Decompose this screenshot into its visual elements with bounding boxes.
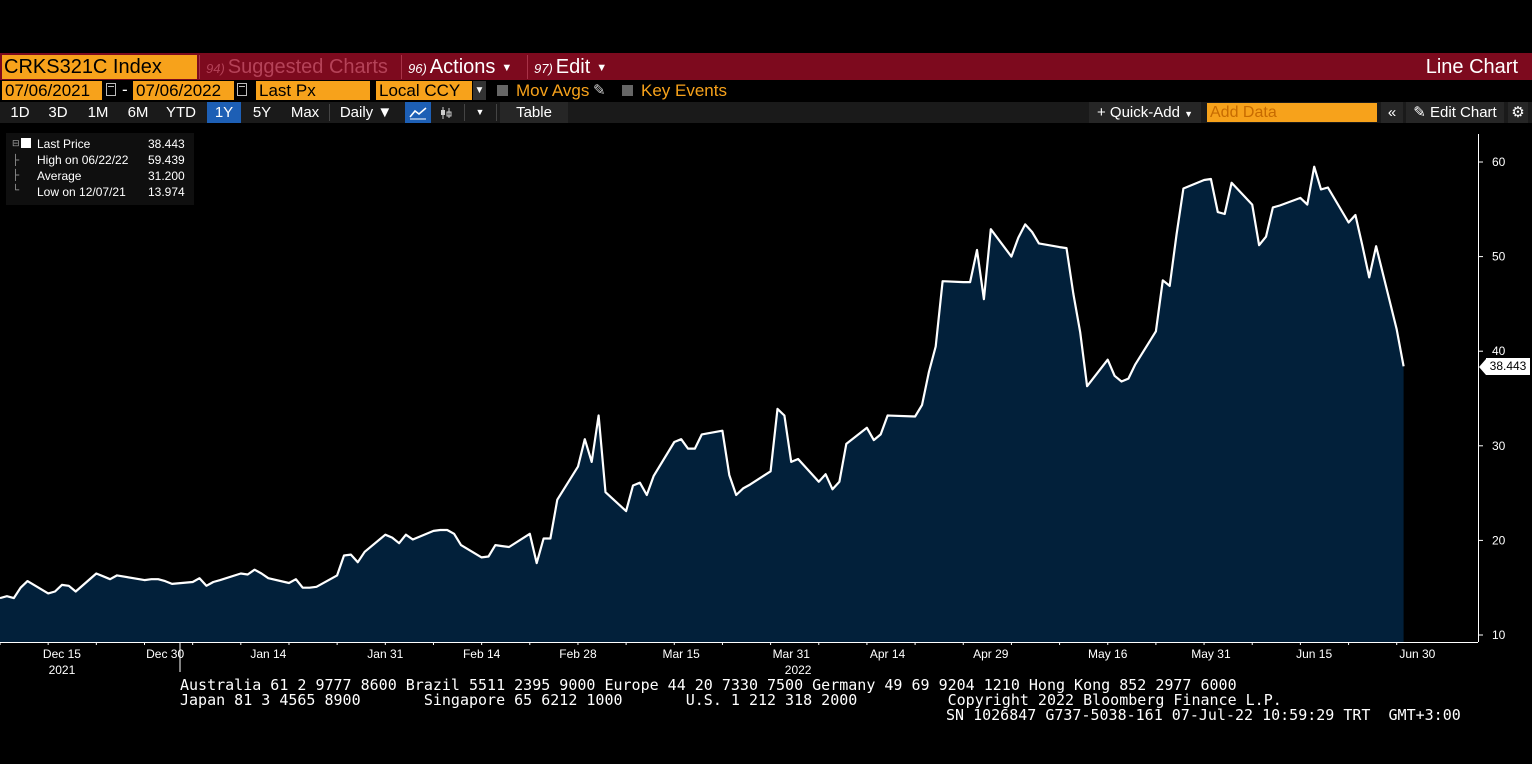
year-label: 2022	[785, 663, 812, 677]
quick-add-button[interactable]: + Quick-Add ▼	[1089, 102, 1201, 123]
price-chart[interactable]: 10 20 30 40 50 60 Dec 15 Dec 30 Jan 14 Jan 31 Feb …	[0, 124, 1532, 684]
key-events-checkbox[interactable]	[622, 85, 633, 96]
y-tick-label: 10	[1492, 628, 1506, 642]
x-tick-label: Apr 29	[973, 647, 1009, 661]
legend-markers: ├ ├ └	[12, 155, 20, 196]
range-1m-button[interactable]: 1M	[87, 104, 109, 121]
x-tick-label: Feb 14	[463, 647, 501, 661]
field-select[interactable]: Last Px	[256, 81, 370, 100]
collapse-legend-icon[interactable]: ⊟	[12, 138, 20, 148]
footer-contacts-1: Australia 61 2 9777 8600 Brazil 5511 239…	[180, 676, 1237, 694]
caret-down-icon: ▼	[377, 104, 393, 121]
range-3d-button[interactable]: 3D	[48, 104, 68, 121]
y-tick-label: 60	[1492, 155, 1506, 169]
collapse-icon[interactable]: «	[1381, 102, 1403, 123]
actions-menu[interactable]: 96) Actions ▼	[401, 55, 524, 79]
legend-value-high: 59.439	[148, 153, 185, 167]
x-tick-label: Jan 31	[367, 647, 403, 661]
series-swatch	[21, 138, 31, 148]
currency-select[interactable]: Local CCY	[376, 81, 472, 100]
area-fill	[0, 166, 1404, 642]
function-bar	[0, 53, 1532, 80]
x-tick-label: May 31	[1191, 647, 1231, 661]
end-date-field[interactable]: 07/06/2022	[133, 81, 234, 100]
divider	[464, 104, 465, 121]
legend-label-average: Average	[37, 169, 82, 183]
quick-add-label: + Quick-Add	[1096, 104, 1180, 121]
legend-value-average: 31.200	[148, 169, 185, 183]
periodicity-label: Daily	[339, 104, 374, 121]
gear-icon[interactable]: ⚙	[1508, 102, 1528, 123]
x-tick-label: Jun 15	[1296, 647, 1332, 661]
periodicity-select[interactable]: Daily ▼	[331, 102, 401, 123]
table-button[interactable]: Table	[500, 102, 568, 123]
legend-label-high: High on 06/22/22	[37, 153, 129, 167]
divider	[329, 104, 330, 121]
footer-session: SN 1026847 G737-5038-161 07-Jul-22 10:59…	[946, 706, 1461, 724]
caret-down-icon: ▼	[596, 61, 608, 74]
candlestick-icon[interactable]	[434, 102, 458, 123]
x-tick-label: Mar 31	[773, 647, 811, 661]
footer-contacts-2: Japan 81 3 4565 8900 Singapore 65 6212 1…	[180, 691, 1282, 709]
edit-chart-label: Edit Chart	[1430, 104, 1497, 121]
caret-down-icon: ▼	[1184, 109, 1194, 119]
line-chart-icon[interactable]	[405, 102, 431, 123]
last-value-tag: 38.443	[1479, 358, 1530, 375]
mov-avgs-checkbox[interactable]	[497, 85, 508, 96]
edit-number: 97)	[534, 61, 553, 76]
pencil-icon[interactable]: ✎	[593, 82, 606, 99]
suggested-charts-menu[interactable]: 94) Suggested Charts	[199, 55, 399, 79]
range-1y-button[interactable]: 1Y	[207, 102, 241, 123]
add-data-input[interactable]: Add Data	[1207, 103, 1377, 122]
legend-label-last: Last Price	[37, 137, 91, 151]
x-tick-label: Apr 14	[870, 647, 906, 661]
legend-label-low: Low on 12/07/21	[37, 185, 126, 199]
pencil-icon: ✎	[1413, 104, 1426, 121]
range-5y-button[interactable]: 5Y	[252, 104, 272, 121]
x-tick-label: Mar 15	[662, 647, 700, 661]
year-label: 2021	[49, 663, 76, 677]
mov-avgs-label[interactable]: Mov Avgs	[516, 81, 590, 100]
x-tick-label: Dec 30	[146, 647, 184, 661]
calendar-icon[interactable]	[237, 83, 247, 96]
currency-dropdown-icon[interactable]: ▼	[473, 81, 486, 100]
x-tick-label: Feb 28	[559, 647, 597, 661]
actions-number: 96)	[408, 61, 427, 76]
x-tick-label: Jan 14	[250, 647, 286, 661]
chart-style-dropdown-icon[interactable]: ▼	[475, 107, 485, 117]
range-max-button[interactable]: Max	[290, 104, 320, 121]
suggested-charts-number: 94)	[206, 61, 225, 76]
legend-value-low: 13.974	[148, 185, 185, 199]
y-tick-label: 30	[1492, 439, 1506, 453]
caret-down-icon: ▼	[501, 61, 513, 74]
start-date-field[interactable]: 07/06/2021	[2, 81, 102, 100]
series-line	[0, 165, 1405, 600]
range-6m-button[interactable]: 6M	[127, 104, 149, 121]
legend-value-last: 38.443	[148, 137, 185, 151]
chart-legend: ⊟ ├ ├ └ Last Price 38.443 High on 06/22/22…	[6, 133, 194, 205]
y-tick-label: 50	[1492, 250, 1506, 264]
suggested-charts-label: Suggested Charts	[227, 56, 388, 78]
edit-chart-button[interactable]: ✎ Edit Chart	[1406, 102, 1504, 123]
x-tick-label: May 16	[1088, 647, 1128, 661]
range-1d-button[interactable]: 1D	[10, 104, 30, 121]
y-tick-label: 40	[1492, 344, 1506, 358]
y-tick-label: 20	[1492, 533, 1506, 547]
x-tick-label: Dec 15	[43, 647, 81, 661]
divider	[496, 104, 497, 121]
edit-menu[interactable]: 97) Edit ▼	[527, 55, 618, 79]
range-ytd-button[interactable]: YTD	[166, 104, 196, 121]
date-range-dash: -	[122, 80, 128, 99]
x-tick-label: Jun 30	[1399, 647, 1435, 661]
actions-label: Actions	[429, 56, 496, 78]
key-events-label[interactable]: Key Events	[641, 81, 727, 100]
edit-label: Edit	[555, 56, 591, 78]
calendar-icon[interactable]	[106, 83, 116, 96]
chart-type-title: Line Chart	[1425, 56, 1518, 78]
ticker-field[interactable]: CRKS321C Index	[2, 55, 197, 79]
